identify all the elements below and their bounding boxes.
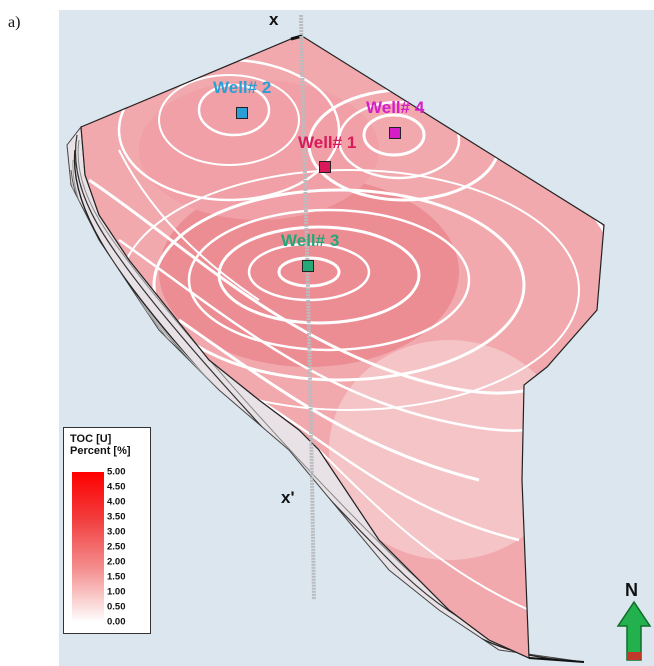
legend-tick: 3.50	[107, 511, 126, 523]
well-4-marker	[389, 127, 401, 139]
legend-tick: 1.00	[107, 586, 126, 598]
well-1-marker	[319, 161, 331, 173]
well-4-label: Well# 4	[366, 98, 425, 117]
legend-tick: 5.00	[107, 466, 126, 478]
section-start-label: x	[269, 10, 279, 29]
legend-title-line1: TOC [U]	[70, 433, 112, 445]
well-2-label: Well# 2	[213, 78, 272, 97]
north-arrow: N	[616, 580, 652, 664]
legend-tick: 4.00	[107, 496, 126, 508]
legend-tick: 2.00	[107, 556, 126, 568]
well-3-marker	[302, 260, 314, 272]
legend-title-line2: Percent [%]	[70, 445, 131, 457]
legend-tick: 1.50	[107, 571, 126, 583]
toc-legend: TOC [U] Percent [%] 5.00 4.50 4.00 3.50 …	[63, 427, 151, 634]
well-1-label: Well# 1	[298, 133, 357, 152]
legend-tick: 2.50	[107, 541, 126, 553]
toc-surface	[66, 14, 605, 663]
toc-map: x x' Well# 2 Well# 4 Well# 1 Well# 3	[59, 10, 654, 666]
north-label: N	[625, 580, 638, 600]
section-end-label: x'	[281, 488, 295, 507]
panel-label: a)	[8, 14, 21, 31]
legend-tick: 0.50	[107, 601, 126, 613]
well-3-label: Well# 3	[281, 231, 340, 250]
legend-title: TOC [U] Percent [%]	[70, 433, 131, 457]
north-arrow-icon	[616, 600, 652, 661]
well-2-marker	[236, 107, 248, 119]
legend-color-bar	[72, 472, 104, 622]
legend-tick: 0.00	[107, 616, 126, 628]
legend-tick: 3.00	[107, 526, 126, 538]
legend-tick: 4.50	[107, 481, 126, 493]
